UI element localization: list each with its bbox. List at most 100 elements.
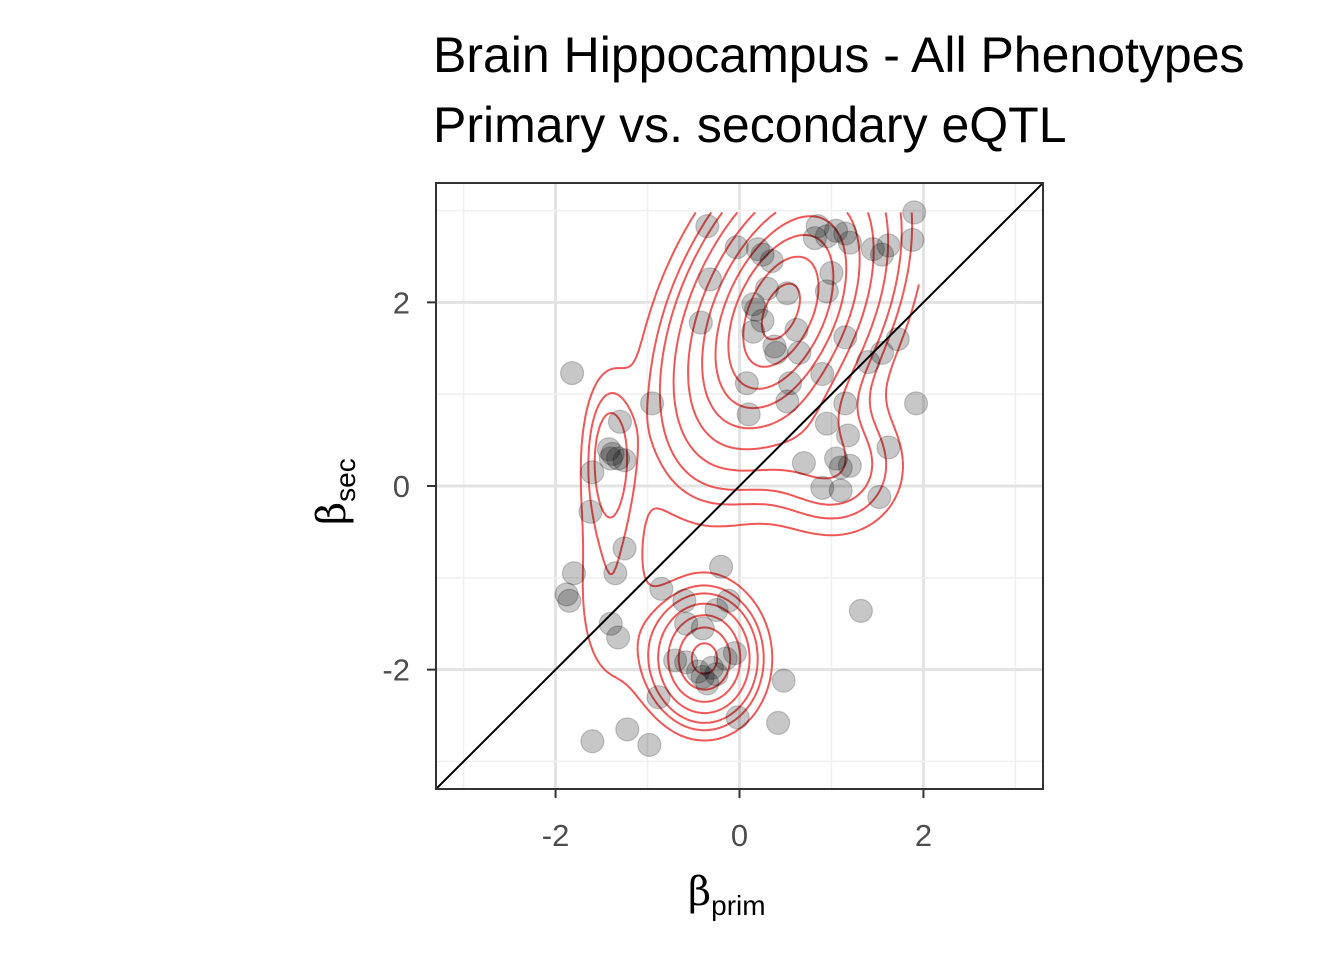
data-point: [561, 561, 587, 586]
data-point: [750, 308, 775, 333]
data-point: [823, 218, 849, 243]
reference-line-layer: [436, 183, 1043, 789]
chart-title: Brain Hippocampus - All Phenotypes: [433, 27, 1245, 83]
data-point: [596, 437, 622, 462]
data-point: [764, 340, 789, 365]
data-point: [649, 576, 674, 601]
data-point: [814, 279, 839, 304]
data-point: [615, 717, 640, 742]
data-point: [856, 349, 881, 375]
data-point: [713, 646, 738, 671]
data-point: [690, 616, 715, 641]
data-point: [560, 360, 585, 386]
contour-line: [593, 211, 903, 724]
data-point: [835, 423, 861, 448]
data-point: [709, 554, 734, 579]
data-point: [869, 242, 895, 267]
data-point: [578, 499, 603, 524]
data-point: [699, 655, 725, 680]
x-axis-subscript: prim: [711, 890, 765, 921]
data-point: [823, 446, 849, 471]
data-point: [725, 705, 750, 730]
data-point: [554, 582, 579, 607]
grid: [436, 183, 1043, 789]
data-point: [833, 325, 858, 350]
data-point: [598, 611, 623, 636]
data-point: [833, 221, 858, 246]
contour-line: [760, 282, 801, 341]
data-point: [777, 371, 803, 396]
contour-line: [690, 215, 848, 675]
data-point: [612, 448, 637, 473]
data-point: [876, 233, 901, 258]
data-point: [580, 460, 605, 485]
data-point: [612, 536, 637, 561]
data-point: [828, 455, 853, 480]
data-point: [640, 391, 665, 416]
data-point: [690, 664, 715, 690]
data-point: [814, 224, 839, 249]
data-point: [771, 668, 796, 693]
data-point: [686, 659, 711, 684]
data-point: [775, 389, 800, 414]
data-point: [869, 340, 895, 365]
data-point: [722, 641, 748, 666]
data-point: [902, 200, 927, 225]
data-point: [734, 371, 759, 396]
chart-subtitle: Primary vs. secondary eQTL: [433, 97, 1067, 153]
data-point: [605, 625, 631, 650]
y-tick-label: -2: [382, 653, 410, 688]
data-point: [741, 292, 766, 317]
data-point: [646, 685, 671, 710]
data-points: [554, 200, 929, 758]
reference-line: [436, 183, 1043, 789]
y-tick-label: 2: [393, 285, 410, 320]
density-contours: [579, 211, 920, 742]
data-point: [787, 340, 812, 365]
data-point: [876, 435, 901, 460]
data-point: [736, 402, 761, 427]
data-point: [775, 281, 800, 306]
x-axis-title: βprim: [688, 869, 766, 921]
data-point: [810, 361, 835, 387]
data-point: [695, 671, 720, 696]
y-axis-title: βsec: [309, 458, 361, 525]
data-point: [688, 310, 713, 335]
data-point: [759, 248, 784, 274]
data-point: [716, 588, 741, 613]
data-point: [833, 391, 858, 416]
data-point: [724, 235, 749, 260]
data-point: [695, 214, 720, 239]
contour-line: [579, 211, 920, 742]
data-point: [637, 732, 662, 758]
data-point: [741, 319, 766, 344]
x-tick-label: -2: [542, 818, 570, 853]
data-point: [557, 588, 582, 613]
contour-line: [677, 211, 861, 691]
data-point: [837, 453, 862, 478]
data-point: [900, 227, 925, 253]
data-point: [745, 237, 770, 262]
x-axis-symbol: β: [688, 869, 711, 915]
data-point: [754, 276, 780, 301]
data-point: [743, 297, 769, 322]
x-tick-label: 2: [915, 818, 932, 853]
data-point: [810, 475, 835, 500]
data-point: [704, 662, 729, 687]
data-point: [837, 230, 862, 255]
contour-line: [657, 211, 890, 715]
data-point: [598, 446, 623, 471]
data-point: [704, 597, 729, 623]
data-point: [766, 710, 791, 735]
data-point: [672, 588, 697, 613]
data-point: [819, 260, 844, 286]
data-point: [674, 611, 699, 636]
data-point: [802, 225, 828, 251]
y-tick-label: 0: [393, 469, 410, 504]
data-point: [784, 317, 809, 343]
data-point: [805, 214, 830, 239]
data-point: [607, 409, 633, 434]
data-point: [603, 561, 628, 586]
data-point: [663, 648, 688, 673]
y-axis-subscript: sec: [330, 458, 361, 502]
